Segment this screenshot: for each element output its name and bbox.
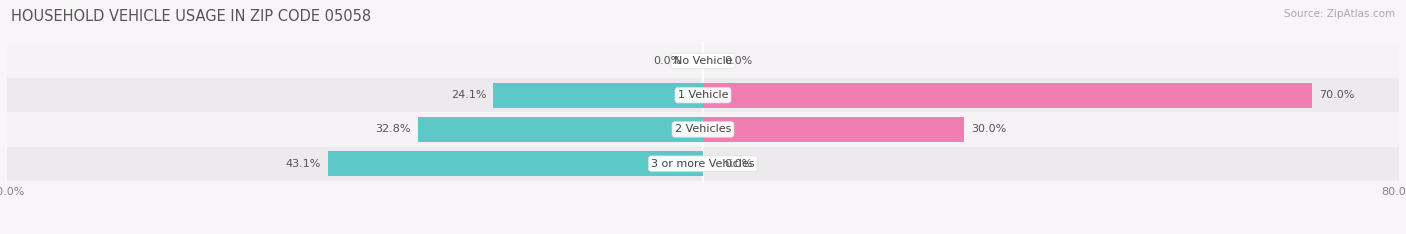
Text: 2 Vehicles: 2 Vehicles: [675, 124, 731, 135]
Text: 24.1%: 24.1%: [451, 90, 486, 100]
Text: 1 Vehicle: 1 Vehicle: [678, 90, 728, 100]
Bar: [328, 151, 703, 176]
Text: HOUSEHOLD VEHICLE USAGE IN ZIP CODE 05058: HOUSEHOLD VEHICLE USAGE IN ZIP CODE 0505…: [11, 9, 371, 24]
Text: 0.0%: 0.0%: [724, 159, 754, 169]
Bar: [7, 112, 1399, 146]
Bar: [494, 83, 703, 108]
Bar: [7, 146, 1399, 181]
Bar: [418, 117, 703, 142]
Text: 43.1%: 43.1%: [285, 159, 321, 169]
Text: No Vehicle: No Vehicle: [673, 56, 733, 66]
Text: 32.8%: 32.8%: [375, 124, 411, 135]
Text: 0.0%: 0.0%: [652, 56, 682, 66]
Bar: [703, 83, 1312, 108]
Bar: [7, 78, 1399, 112]
Text: 30.0%: 30.0%: [972, 124, 1007, 135]
Bar: [703, 117, 965, 142]
Text: 70.0%: 70.0%: [1319, 90, 1354, 100]
Text: 3 or more Vehicles: 3 or more Vehicles: [651, 159, 755, 169]
Text: Source: ZipAtlas.com: Source: ZipAtlas.com: [1284, 9, 1395, 19]
Bar: [7, 44, 1399, 78]
Text: 0.0%: 0.0%: [724, 56, 754, 66]
